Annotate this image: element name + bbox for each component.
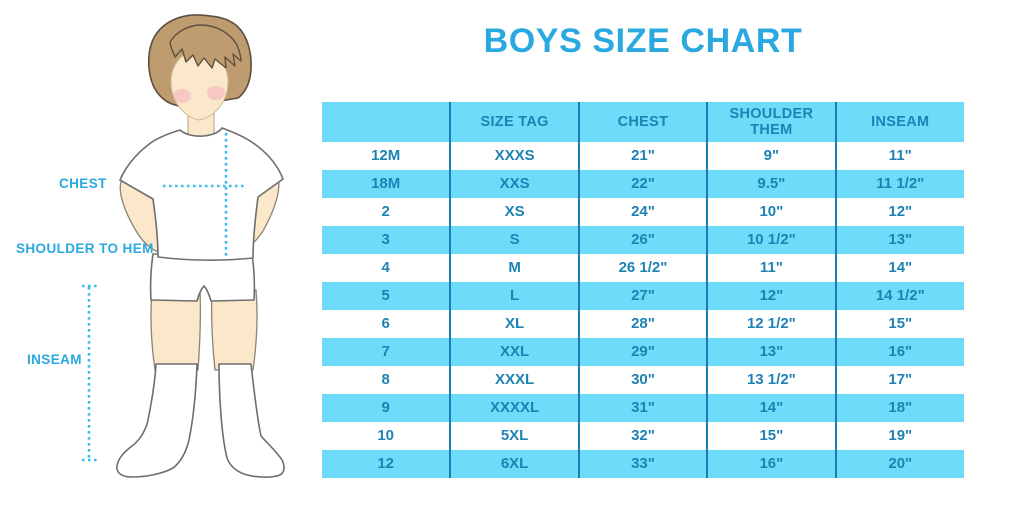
table-cell: 9 [322, 394, 452, 422]
table-cell: 2 [322, 198, 452, 226]
table-cell: 32" [578, 422, 709, 450]
table-cell: 10 [322, 422, 452, 450]
table-cell: 33" [578, 450, 709, 478]
table-row: 5 L 27" 12" 14 1/2" [322, 282, 964, 310]
table-cell: 15" [707, 422, 837, 450]
table-cell: 18M [322, 170, 452, 198]
size-table-body: 12M XXXS 21" 9" 11" 18M XXS 22" 9.5" 11 1/2" 2 XS 24… [322, 142, 964, 478]
table-cell: 6XL [450, 450, 580, 478]
size-table: SIZE TAG CHEST SHOULDER THEM INSEAM 12M X… [322, 102, 964, 478]
table-row: 3 S 26" 10 1/2" 13" [322, 226, 964, 254]
boy-cheek-left [173, 89, 191, 103]
table-cell: 13 1/2" [707, 366, 837, 394]
table-cell: 12" [707, 282, 837, 310]
table-cell: XL [450, 310, 580, 338]
table-cell: 11" [707, 254, 837, 282]
boy-right-leg [210, 289, 258, 371]
table-row: 6 XL 28" 12 1/2" 15" [322, 310, 964, 338]
table-cell: 14" [888, 259, 913, 276]
header-row: SIZE TAG CHEST SHOULDER THEM INSEAM [322, 102, 964, 142]
boy-illustration [82, 14, 285, 478]
table-cell: 29" [578, 338, 709, 366]
table-cell: S [450, 226, 580, 254]
table-cell: 5XL [450, 422, 580, 450]
size-table-header: SIZE TAG CHEST SHOULDER THEM INSEAM [322, 102, 964, 142]
table-cell: 27" [578, 282, 709, 310]
table-cell: 8 [322, 366, 452, 394]
table-row: 9 XXXXL 31" 14" 18" [322, 394, 964, 422]
table-cell: 26 1/2" [578, 254, 709, 282]
boy-shirt [119, 127, 284, 261]
table-cell: 12" [888, 203, 913, 220]
table-row: 18M XXS 22" 9.5" 11 1/2" [322, 170, 964, 198]
boy-hair-fringe [169, 24, 242, 69]
table-cell: 28" [578, 310, 709, 338]
header-cell-chest: CHEST [578, 102, 709, 142]
measurement-guides [82, 133, 244, 462]
table-cell: 16" [888, 343, 913, 360]
table-cell: 11" [888, 147, 912, 164]
table-cell: 12 [322, 450, 452, 478]
table-cell: 10" [707, 198, 837, 226]
table-cell: 17" [888, 371, 913, 388]
table-cell: M [450, 254, 580, 282]
header-cell-shoulder: SHOULDER THEM [707, 102, 837, 142]
header-cell-size [322, 102, 452, 142]
table-row: 8 XXXL 30" 13 1/2" 17" [322, 366, 964, 394]
chest-label: CHEST [59, 176, 107, 191]
table-cell: XXXL [450, 366, 580, 394]
table-cell: 14" [707, 394, 837, 422]
table-cell: 15" [888, 315, 913, 332]
table-cell: XXL [450, 338, 580, 366]
table-cell: 10 1/2" [707, 226, 837, 254]
table-cell: XXS [450, 170, 580, 198]
table-cell: 12M [322, 142, 452, 170]
table-cell: 24" [578, 198, 709, 226]
table-cell: 20" [888, 455, 913, 472]
boy-shorts [149, 253, 256, 302]
table-cell: 13" [888, 231, 913, 248]
table-cell: 5 [322, 282, 452, 310]
table-cell: 12 1/2" [707, 310, 837, 338]
boy-left-leg [150, 289, 202, 371]
table-row: 4 M 26 1/2" 11" 14" [322, 254, 964, 282]
inseam-label: INSEAM [27, 352, 82, 367]
table-cell: 18" [888, 399, 913, 416]
table-cell: XS [450, 198, 580, 226]
boy-right-sock [218, 363, 285, 478]
table-cell: 13" [707, 338, 837, 366]
table-row: 12 6XL 33" 16" 20" [322, 450, 964, 478]
table-row: 7 XXL 29" 13" 16" [322, 338, 964, 366]
page-title: BOYS SIZE CHART [483, 22, 803, 60]
table-cell: 19" [888, 427, 913, 444]
shoulder-to-hem-label: SHOULDER TO HEM [16, 241, 154, 256]
boy-cheek-right [207, 86, 225, 100]
table-cell: 31" [578, 394, 709, 422]
table-cell: 22" [578, 170, 709, 198]
table-cell: 30" [578, 366, 709, 394]
table-cell: 7 [322, 338, 452, 366]
table-row: 2 XS 24" 10" 12" [322, 198, 964, 226]
table-cell: 3 [322, 226, 452, 254]
table-cell: 6 [322, 310, 452, 338]
table-cell: 14 1/2" [875, 287, 925, 304]
table-cell: 4 [322, 254, 452, 282]
table-cell: 21" [578, 142, 709, 170]
table-cell: XXXS [450, 142, 580, 170]
header-cell-inseam: INSEAM [835, 102, 964, 142]
table-cell: 11 1/2" [876, 175, 925, 192]
table-cell: XXXXL [450, 394, 580, 422]
header-cell-size-tag: SIZE TAG [450, 102, 580, 142]
boy-left-sock [116, 363, 198, 478]
table-cell: 9" [707, 142, 837, 170]
table-cell: 9.5" [707, 170, 837, 198]
table-cell: 26" [578, 226, 709, 254]
table-cell: L [450, 282, 580, 310]
table-row: 12M XXXS 21" 9" 11" [322, 142, 964, 170]
table-row: 10 5XL 32" 15" 19" [322, 422, 964, 450]
table-cell: 16" [707, 450, 837, 478]
